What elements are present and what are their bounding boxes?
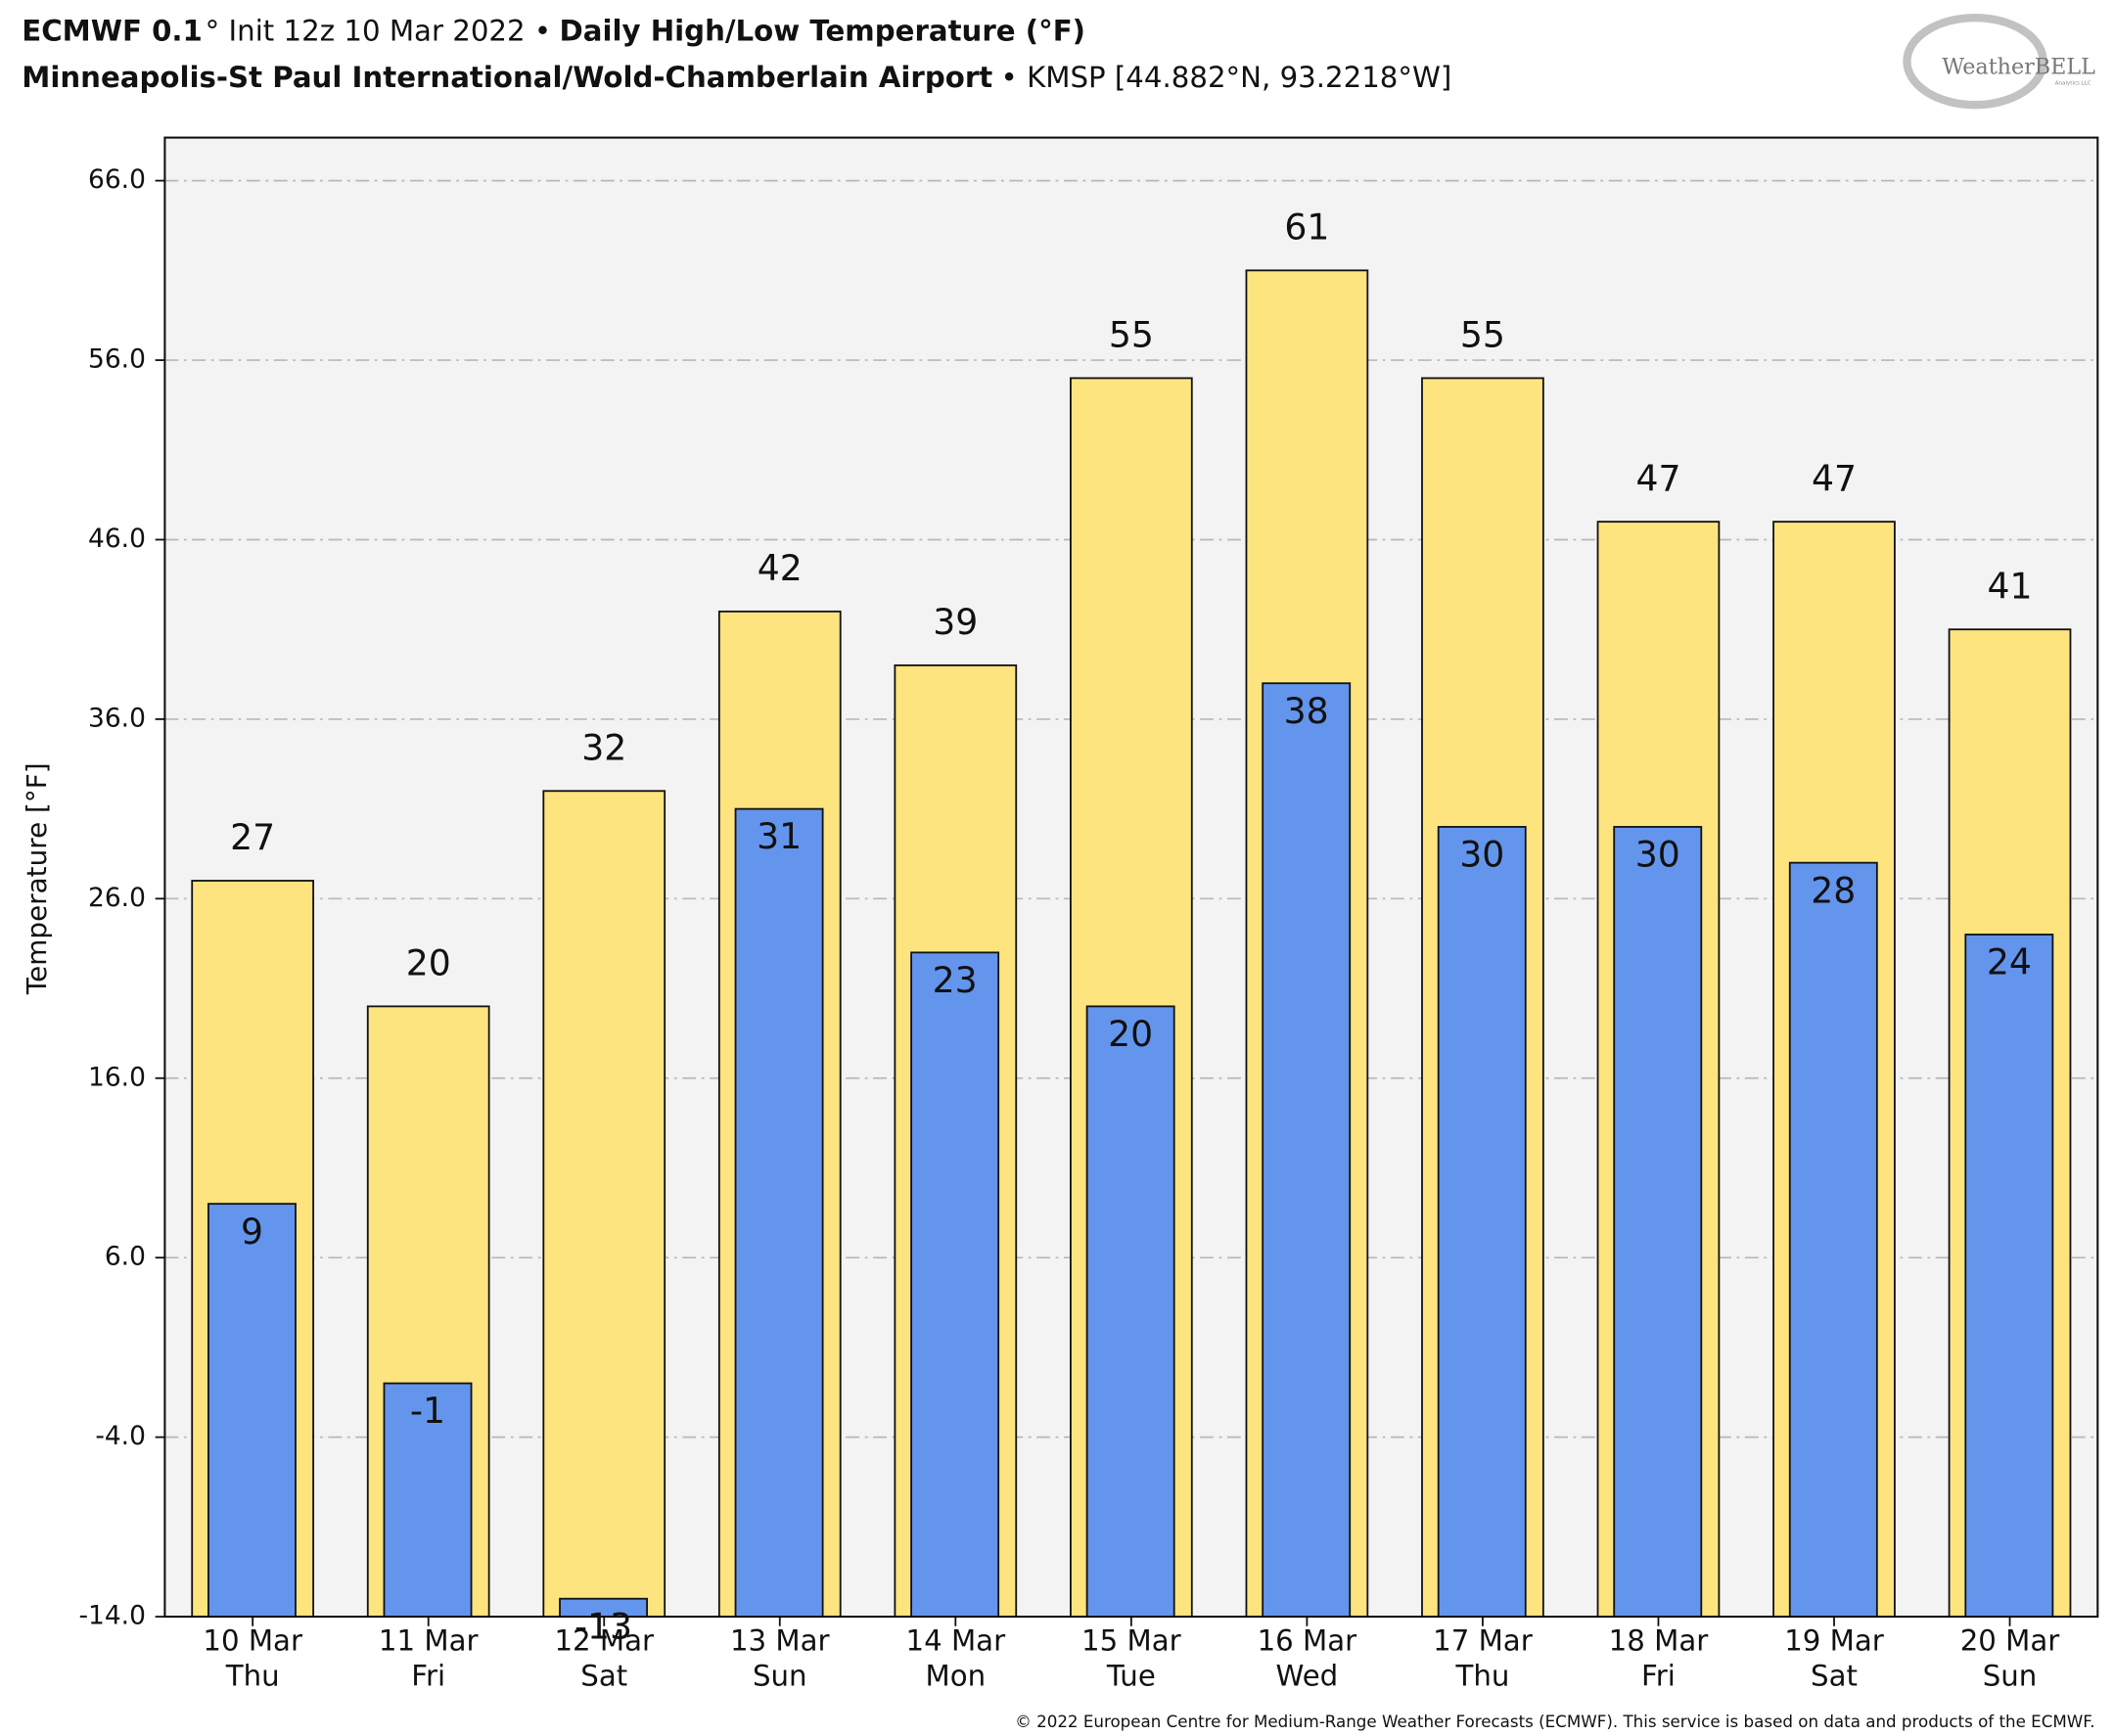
value-label: 23 xyxy=(933,959,978,1001)
x-tick-day: Sun xyxy=(753,1660,807,1693)
value-label: 30 xyxy=(1459,834,1504,876)
x-tick-label: 12 Mar xyxy=(554,1623,655,1657)
subtitle-part: Minneapolis-St Paul International/Wold-C… xyxy=(22,61,992,94)
low-bar xyxy=(1613,826,1703,1618)
low-bar xyxy=(1788,861,1878,1618)
low-bar xyxy=(1437,826,1527,1618)
value-label: 41 xyxy=(1988,565,2033,607)
x-tick-day: Sun xyxy=(1983,1660,2038,1693)
low-bar xyxy=(383,1382,473,1618)
x-tick-day: Sat xyxy=(1811,1660,1858,1693)
title-part: ° Init 12z 10 Mar 2022 • xyxy=(206,14,551,47)
value-label: 55 xyxy=(1460,314,1505,356)
low-bar xyxy=(207,1203,297,1618)
value-label: 31 xyxy=(757,815,802,857)
logo-subtext: Analytics LLC xyxy=(2055,80,2091,86)
y-tick-label: 56.0 xyxy=(88,344,146,375)
x-tick-label: 20 Mar xyxy=(1960,1623,2061,1657)
y-tick-label: 6.0 xyxy=(105,1242,146,1272)
x-tick-label: 18 Mar xyxy=(1609,1623,1710,1657)
x-tick-day: Thu xyxy=(225,1660,280,1693)
value-label: 30 xyxy=(1635,834,1680,876)
footer: © 2022 European Centre for Medium-Range … xyxy=(1015,1712,2094,1731)
value-label: 32 xyxy=(581,727,626,769)
value-label: 47 xyxy=(1812,457,1857,499)
value-label: -13 xyxy=(574,1605,632,1647)
x-tick-day: Sat xyxy=(580,1660,627,1693)
low-bar xyxy=(910,951,1000,1618)
logo: WeatherBELL Analytics LLC xyxy=(1903,13,2095,110)
y-tick-label: 16.0 xyxy=(88,1062,146,1092)
y-tick-label: 36.0 xyxy=(88,703,146,733)
value-label: 27 xyxy=(230,816,275,858)
y-tick-label: 26.0 xyxy=(88,883,146,913)
value-label: 38 xyxy=(1284,690,1329,732)
value-label: 28 xyxy=(1811,869,1856,911)
value-label: -1 xyxy=(410,1390,445,1432)
low-bar xyxy=(1964,934,2054,1618)
y-tick-label: -4.0 xyxy=(95,1421,146,1451)
value-label: 42 xyxy=(758,547,803,589)
low-bar xyxy=(1085,1005,1175,1618)
chart-title: ECMWF 0.1 ° Init 12z 10 Mar 2022 • Daily H… xyxy=(22,14,1085,47)
value-label: 47 xyxy=(1635,457,1680,499)
logo-swirl xyxy=(1903,13,2047,110)
value-label: 39 xyxy=(933,601,978,643)
y-axis-label: Temperature [°F] xyxy=(21,762,53,995)
subtitle-part: • KMSP [44.882°N, 93.2218°W] xyxy=(1001,61,1452,94)
low-bar xyxy=(734,807,824,1618)
x-tick-label: 15 Mar xyxy=(1081,1623,1182,1657)
logo-text: WeatherBELL xyxy=(1942,55,2095,80)
x-tick-day: Tue xyxy=(1106,1660,1156,1693)
x-tick-label: 16 Mar xyxy=(1258,1623,1358,1657)
x-tick-label: 14 Mar xyxy=(906,1623,1007,1657)
value-label: 61 xyxy=(1284,206,1329,249)
y-tick-label: 66.0 xyxy=(88,164,146,195)
x-tick-label: 10 Mar xyxy=(203,1623,303,1657)
title-part: Daily High/Low Temperature (°F) xyxy=(559,14,1085,47)
y-tick-label: -14.0 xyxy=(79,1601,146,1631)
value-label: 20 xyxy=(406,942,451,984)
value-label: 20 xyxy=(1108,1013,1153,1055)
x-tick-day: Mon xyxy=(926,1660,987,1693)
y-tick-label: 46.0 xyxy=(88,524,146,554)
value-label: 9 xyxy=(241,1211,263,1253)
x-tick-day: Wed xyxy=(1276,1660,1339,1693)
x-tick-label: 17 Mar xyxy=(1433,1623,1534,1657)
chart-subtitle: Minneapolis-St Paul International/Wold-C… xyxy=(22,61,1451,94)
value-label: 24 xyxy=(1987,941,2032,983)
value-label: 55 xyxy=(1109,314,1154,356)
x-tick-day: Thu xyxy=(1454,1660,1509,1693)
x-tick-label: 13 Mar xyxy=(730,1623,831,1657)
low-bar xyxy=(1262,682,1352,1618)
x-tick-day: Fri xyxy=(411,1660,445,1693)
title-part: ECMWF 0.1 xyxy=(22,14,203,47)
high-bar xyxy=(542,790,666,1618)
x-tick-label: 11 Mar xyxy=(379,1623,480,1657)
x-tick-day: Fri xyxy=(1641,1660,1676,1693)
x-tick-label: 19 Mar xyxy=(1784,1623,1885,1657)
